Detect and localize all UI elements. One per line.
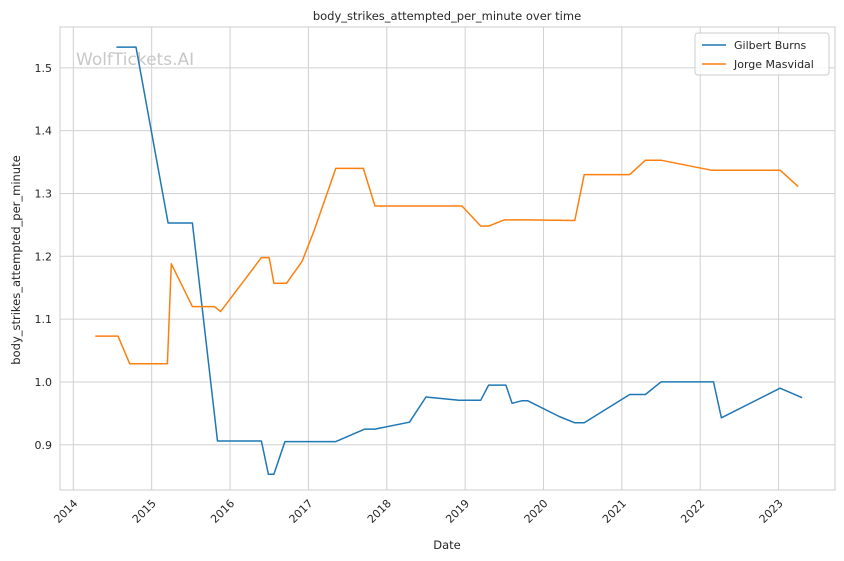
x-tick-label: 2021 <box>600 497 629 526</box>
x-tick-label: 2014 <box>51 497 80 526</box>
chart-title: body_strikes_attempted_per_minute over t… <box>313 9 581 23</box>
y-tick-label: 1.1 <box>35 313 53 326</box>
x-tick-label: 2022 <box>678 497 707 526</box>
x-tick-label: 2019 <box>443 497 472 526</box>
legend: Gilbert Burns Jorge Masvidal <box>694 32 830 76</box>
series-line-gilbert-burns <box>116 46 803 476</box>
grid <box>60 27 835 490</box>
watermark: WolfTickets.AI <box>76 50 194 70</box>
x-tick-labels: 2014 2015 2016 2017 2018 2019 2020 2021 2022 2023 <box>51 497 785 526</box>
legend-label-gilbert-burns: Gilbert Burns <box>734 39 807 52</box>
y-tick-label: 1.0 <box>35 376 53 389</box>
series-lines <box>95 46 803 476</box>
plot-frame <box>59 26 836 491</box>
y-tick-label: 1.5 <box>35 62 53 75</box>
y-tick-labels: 0.9 1.0 1.1 1.2 1.3 1.4 1.5 <box>35 62 53 452</box>
x-tick-label: 2017 <box>287 497 316 526</box>
y-tick-label: 1.3 <box>35 187 53 200</box>
x-tick-label: 2016 <box>208 497 237 526</box>
y-tick-label: 1.2 <box>35 250 53 263</box>
x-tick-label: 2020 <box>522 497 551 526</box>
y-tick-label: 0.9 <box>35 439 53 452</box>
x-tick-label: 2018 <box>365 497 394 526</box>
x-axis-label: Date <box>433 538 461 552</box>
x-tick-label: 2023 <box>757 497 786 526</box>
legend-label-jorge-masvidal: Jorge Masvidal <box>733 58 814 71</box>
y-tick-label: 1.4 <box>35 125 53 138</box>
legend-box <box>694 32 830 76</box>
y-axis-label: body_strikes_attempted_per_minute <box>9 155 23 364</box>
series-line-jorge-masvidal <box>95 159 799 365</box>
x-tick-label: 2015 <box>130 497 159 526</box>
